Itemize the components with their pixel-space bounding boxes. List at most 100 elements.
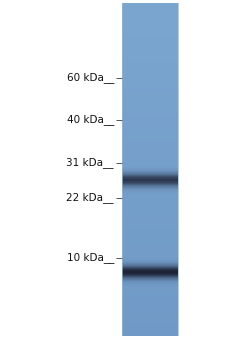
Bar [122,165,178,166]
Bar [122,179,178,182]
Bar [122,131,178,133]
Bar [122,298,178,300]
Bar [122,227,178,229]
Bar [122,215,178,217]
Bar [122,34,178,37]
Bar [122,157,178,158]
Bar [122,156,178,159]
Bar [122,311,178,313]
Bar [122,170,178,171]
Bar [122,196,178,198]
Bar [122,271,178,272]
Bar [122,327,178,329]
Bar [122,192,178,194]
Bar [122,278,178,279]
Bar [122,29,178,31]
Bar [122,296,178,298]
Bar [122,254,178,255]
Bar [122,203,178,205]
Bar [122,83,178,86]
Bar [122,291,178,292]
Bar [122,54,178,57]
Bar [122,216,178,218]
Bar [122,332,178,334]
Bar [122,33,178,35]
Bar [122,158,178,159]
Bar [122,80,178,82]
Bar [122,276,178,278]
Bar [122,61,178,63]
Bar [122,158,178,160]
Bar [122,84,178,87]
Bar [122,70,178,72]
Bar [122,191,178,192]
Bar [122,265,178,266]
Bar [122,194,178,196]
Bar [122,21,178,23]
Bar [122,272,178,273]
Bar [122,161,178,162]
Bar [122,269,178,270]
Bar [122,66,178,68]
Bar [122,252,178,255]
Bar [122,172,178,173]
Bar [122,249,178,251]
Bar [122,17,178,19]
Bar [122,186,178,188]
Bar [122,53,178,55]
Bar [122,317,178,319]
Bar [122,188,178,189]
Bar [122,49,178,51]
Bar [122,4,178,6]
Bar [122,264,178,265]
Bar [122,40,178,42]
Bar [122,82,178,84]
Bar [122,284,178,286]
Bar [122,141,178,143]
Bar [122,198,178,200]
Bar [122,274,178,276]
Bar [122,250,178,251]
Bar [122,75,178,78]
Bar [122,152,178,154]
Bar [122,211,178,213]
Bar [122,223,178,225]
Bar [122,13,178,15]
Bar [122,328,178,330]
Bar [122,269,178,271]
Bar [122,86,178,88]
Bar [122,171,178,172]
Bar [122,90,178,92]
Bar [122,9,178,11]
Bar [122,283,178,284]
Bar [122,153,178,155]
Bar [122,197,178,198]
Bar [122,71,178,73]
Text: 10 kDa__: 10 kDa__ [67,252,114,263]
Bar [122,162,178,163]
Bar [122,16,178,18]
Bar [122,200,178,203]
Bar [122,290,178,291]
Bar [122,42,178,44]
Bar [122,176,178,178]
Bar [122,186,178,187]
Bar [122,322,178,324]
Bar [122,46,178,48]
Bar [122,26,178,28]
Bar [122,285,178,287]
Bar [122,281,178,284]
Bar [122,289,178,290]
Bar [122,170,178,172]
Bar [122,178,178,180]
Bar [122,47,178,49]
Bar [122,236,178,238]
Bar [122,143,178,145]
Text: 31 kDa__: 31 kDa__ [67,158,114,168]
Bar [122,184,178,186]
Bar [122,60,178,62]
Bar [122,288,178,289]
Bar [122,176,178,177]
Bar [122,262,178,263]
Bar [122,286,178,287]
